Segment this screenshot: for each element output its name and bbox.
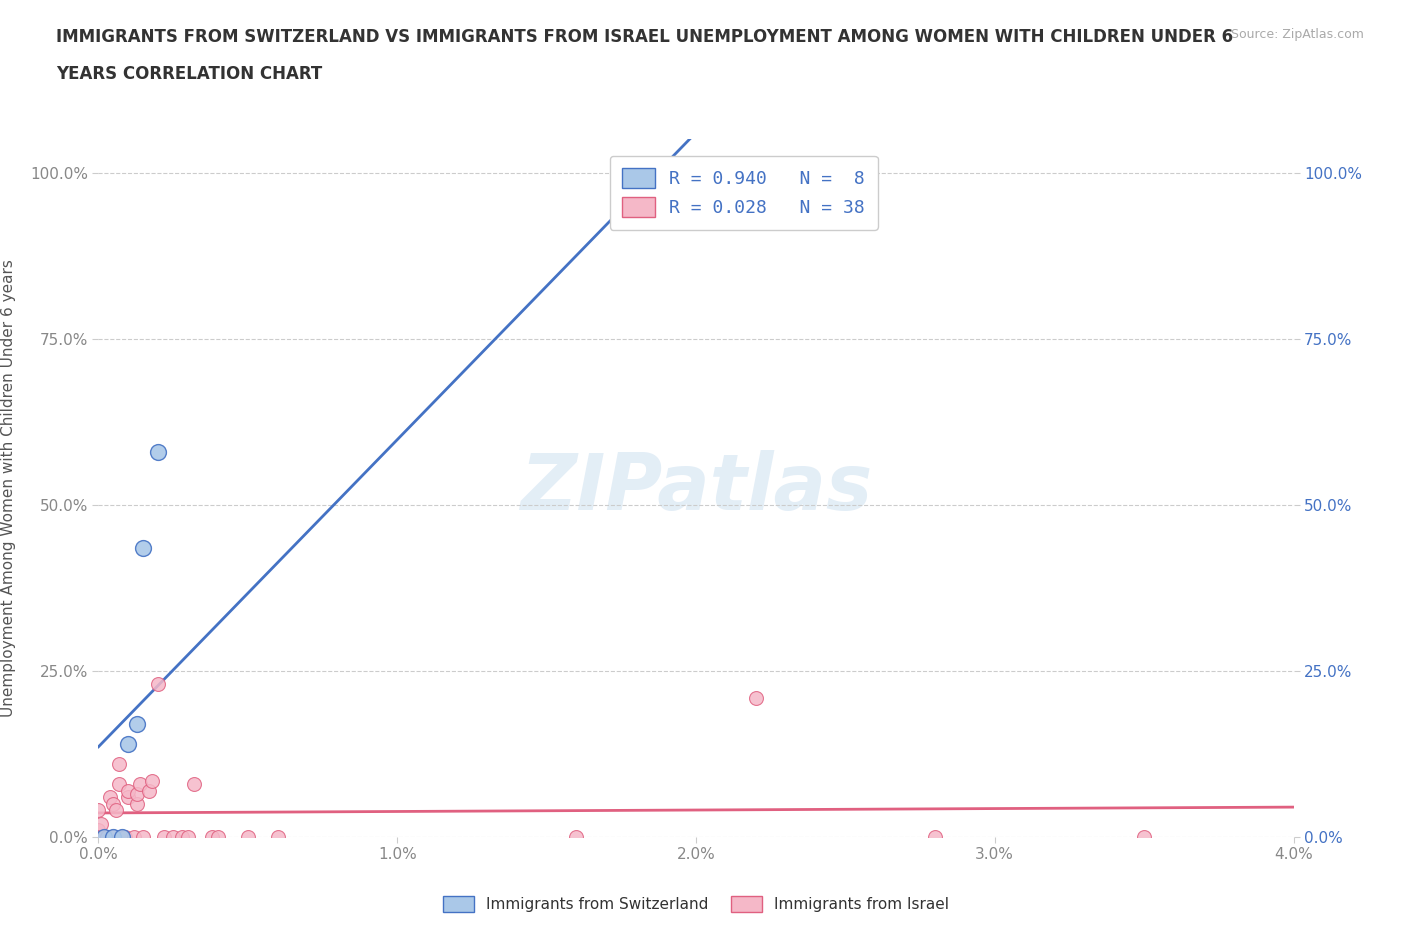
Point <box>1133 830 1156 844</box>
Point <box>87 803 110 817</box>
Point <box>111 830 134 844</box>
Point <box>117 790 139 804</box>
Point <box>924 830 946 844</box>
Text: IMMIGRANTS FROM SWITZERLAND VS IMMIGRANTS FROM ISRAEL UNEMPLOYMENT AMONG WOMEN W: IMMIGRANTS FROM SWITZERLAND VS IMMIGRANT… <box>56 28 1233 46</box>
Point <box>172 830 194 844</box>
Point <box>93 830 115 844</box>
Point <box>745 690 768 705</box>
Point <box>90 830 112 844</box>
Point <box>127 717 149 732</box>
Text: ZIPatlas: ZIPatlas <box>520 450 872 526</box>
Text: Source: ZipAtlas.com: Source: ZipAtlas.com <box>1230 28 1364 41</box>
Point <box>105 803 128 817</box>
Point <box>201 830 224 844</box>
Point <box>183 777 205 791</box>
Point <box>90 817 112 831</box>
Point <box>148 445 170 459</box>
Point <box>207 830 229 844</box>
Point <box>108 777 131 791</box>
Text: YEARS CORRELATION CHART: YEARS CORRELATION CHART <box>56 65 322 83</box>
Point <box>117 737 139 751</box>
Point <box>177 830 200 844</box>
Point <box>565 830 588 844</box>
Point <box>127 787 149 802</box>
Legend: Immigrants from Switzerland, Immigrants from Israel: Immigrants from Switzerland, Immigrants … <box>436 889 956 920</box>
Point <box>236 830 259 844</box>
Point <box>669 166 692 180</box>
Point <box>87 823 110 838</box>
Point <box>93 830 115 844</box>
Point <box>103 830 125 844</box>
Point <box>103 830 125 844</box>
Point <box>96 830 118 844</box>
Point <box>111 830 134 844</box>
Point <box>132 830 155 844</box>
Point <box>108 756 131 771</box>
Point <box>138 783 160 798</box>
Point <box>267 830 290 844</box>
Point <box>98 790 122 804</box>
Point <box>103 796 125 811</box>
Y-axis label: Unemployment Among Women with Children Under 6 years: Unemployment Among Women with Children U… <box>1 259 15 717</box>
Point <box>132 540 155 555</box>
Point <box>129 777 152 791</box>
Point <box>96 830 118 844</box>
Point <box>141 773 163 788</box>
Point <box>127 796 149 811</box>
Point <box>124 830 146 844</box>
Point <box>162 830 184 844</box>
Point <box>114 830 136 844</box>
Point <box>117 783 139 798</box>
Point <box>153 830 176 844</box>
Point <box>148 677 170 692</box>
